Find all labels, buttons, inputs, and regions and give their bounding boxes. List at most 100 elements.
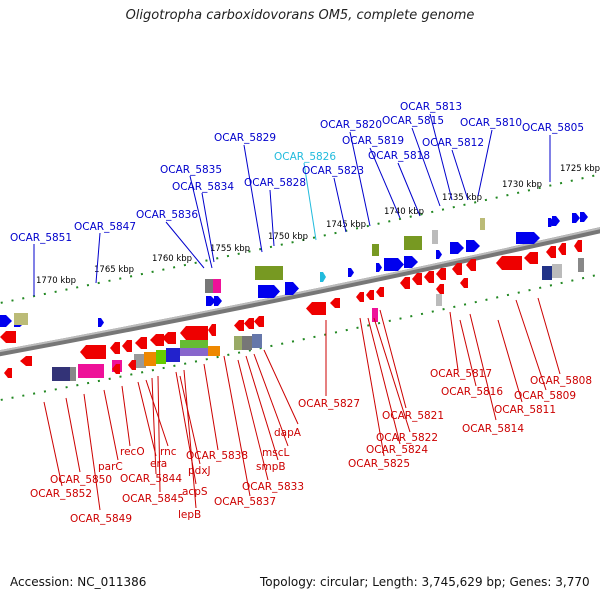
reverse-gene-arrow [150,334,164,346]
forward-gene-label-connector [369,147,401,219]
forward-gene-arrow-small [348,268,354,277]
reverse-gene-arrow [524,252,538,264]
reverse-gene-arrow [135,337,147,349]
forward-gene-label: OCAR_5851 [10,232,72,244]
reverse-gene-arrow [436,268,446,280]
reverse-gene-label: OCAR_5845 [122,493,184,505]
reverse-gene-label: pdxJ [188,465,211,477]
forward-gene-arrow-small [376,263,382,272]
reverse-gene-label: OCAR_5838 [186,450,248,462]
kbp-tick-label: 1730 kbp [502,180,542,190]
forward-gene-arrow [404,256,418,268]
forward-gene-arrow [552,216,560,226]
reverse-gene-label: OCAR_5824 [366,444,428,456]
reverse-gene-label-connector [469,313,497,421]
reverse-gene-label-connector [367,317,401,445]
reverse-gene-label: OCAR_5837 [214,496,276,508]
genome-backbone [0,227,600,357]
kbp-tick-label: 1735 kbp [442,193,482,203]
reverse-gene-label-connector [237,359,269,481]
genome-title: Oligotropha carboxidovorans OM5, complet… [125,8,475,23]
reverse-gene-box [134,354,146,368]
reverse-gene-arrow [162,332,176,344]
reverse-gene-box [372,308,378,322]
reverse-gene-arrow [330,298,340,308]
reverse-gene-label-connector [203,363,219,451]
reverse-gene-box [166,348,180,362]
forward-gene-label: OCAR_5829 [214,132,276,144]
forward-gene-arrow [0,315,12,327]
forward-gene-label-connector [243,144,263,253]
forward-gene-label: OCAR_5819 [342,135,404,147]
kbp-tick-label: 1725 kbp [560,164,600,174]
reverse-gene-arrow [244,318,254,329]
reverse-gene-label: rnc [160,446,177,458]
kbp-tick-label: 1755 kbp [210,244,250,254]
forward-gene-label-connector [303,162,317,241]
reverse-gene-label-connector [263,349,299,425]
reverse-gene-arrow [452,263,462,275]
forward-gene-label-connector [349,131,371,227]
forward-gene-label: OCAR_5820 [320,119,382,131]
reverse-gene-label: OCAR_5808 [530,375,592,387]
reverse-gene-arrow [180,326,208,340]
reverse-gene-arrow [254,316,264,327]
reverse-gene-label: OCAR_5844 [120,473,182,485]
reverse-gene-label-connector [497,319,523,403]
reverse-gene-label: OCAR_5850 [50,474,112,486]
reverse-gene-box [156,350,166,364]
reverse-gene-arrow [110,342,120,354]
reverse-gene-box [78,364,104,378]
forward-gene-label-connector [333,177,347,233]
reverse-gene-label: OCAR_5816 [441,386,503,398]
reverse-gene-label-connector [449,311,459,371]
forward-gene-label: OCAR_5836 [136,209,198,221]
forward-gene-box [372,244,379,256]
reverse-gene-label-connector [537,297,561,375]
reverse-gene-arrow [20,356,32,366]
reverse-gene-arrow [80,345,106,359]
forward-gene-arrow [206,296,216,306]
kbp-tick-label: 1770 kbp [36,276,76,286]
reverse-gene-box [180,340,208,350]
reverse-gene-label-connector [373,317,411,433]
reverse-gene-box [208,346,220,356]
reverse-gene-label-connector [145,379,169,447]
highlighted-gene-arrow [320,272,326,282]
reverse-gene-label-connector [179,375,201,465]
reverse-gene-arrow [460,278,468,288]
kbp-tick-label: 1765 kbp [94,265,134,275]
reverse-gene-label: OCAR_5852 [30,488,92,500]
forward-gene-label-connector [429,113,453,201]
forward-gene-label: OCAR_5815 [382,115,444,127]
reverse-gene-label: OCAR_5833 [242,481,304,493]
forward-gene-label: OCAR_5826 [274,151,336,163]
reverse-gene-label: OCAR_5827 [298,398,360,410]
reverse-gene-label-connector [43,401,63,487]
forward-gene-arrow [214,296,222,306]
forward-gene-box [14,313,28,325]
reverse-gene-label: parC [98,461,123,473]
reverse-gene-arrow-small [112,364,120,374]
forward-gene-label-connector [451,149,469,201]
reverse-gene-arrow [306,302,326,315]
reverse-gene-box [242,336,252,350]
reverse-gene-arrow [424,271,434,283]
forward-gene-label: OCAR_5823 [302,165,364,177]
reverse-gene-label: mscL [262,447,289,459]
reverse-gene-arrow [466,259,476,271]
forward-gene-arrow [450,242,464,254]
reverse-gene-label: recO [120,446,145,458]
forward-gene-box [213,279,221,293]
forward-gene-arrow-small [548,218,554,227]
forward-gene-label-connector [165,221,205,269]
reverse-gene-label-connector [137,381,157,457]
forward-gene-arrow [258,285,280,298]
forward-gene-label: OCAR_5847 [74,221,136,233]
reverse-gene-arrow [546,246,556,258]
reverse-gene-label-connector [253,353,289,447]
reverse-gene-arrow [376,287,384,297]
reverse-gene-label-connector [379,309,407,409]
reverse-gene-arrow [366,290,374,300]
